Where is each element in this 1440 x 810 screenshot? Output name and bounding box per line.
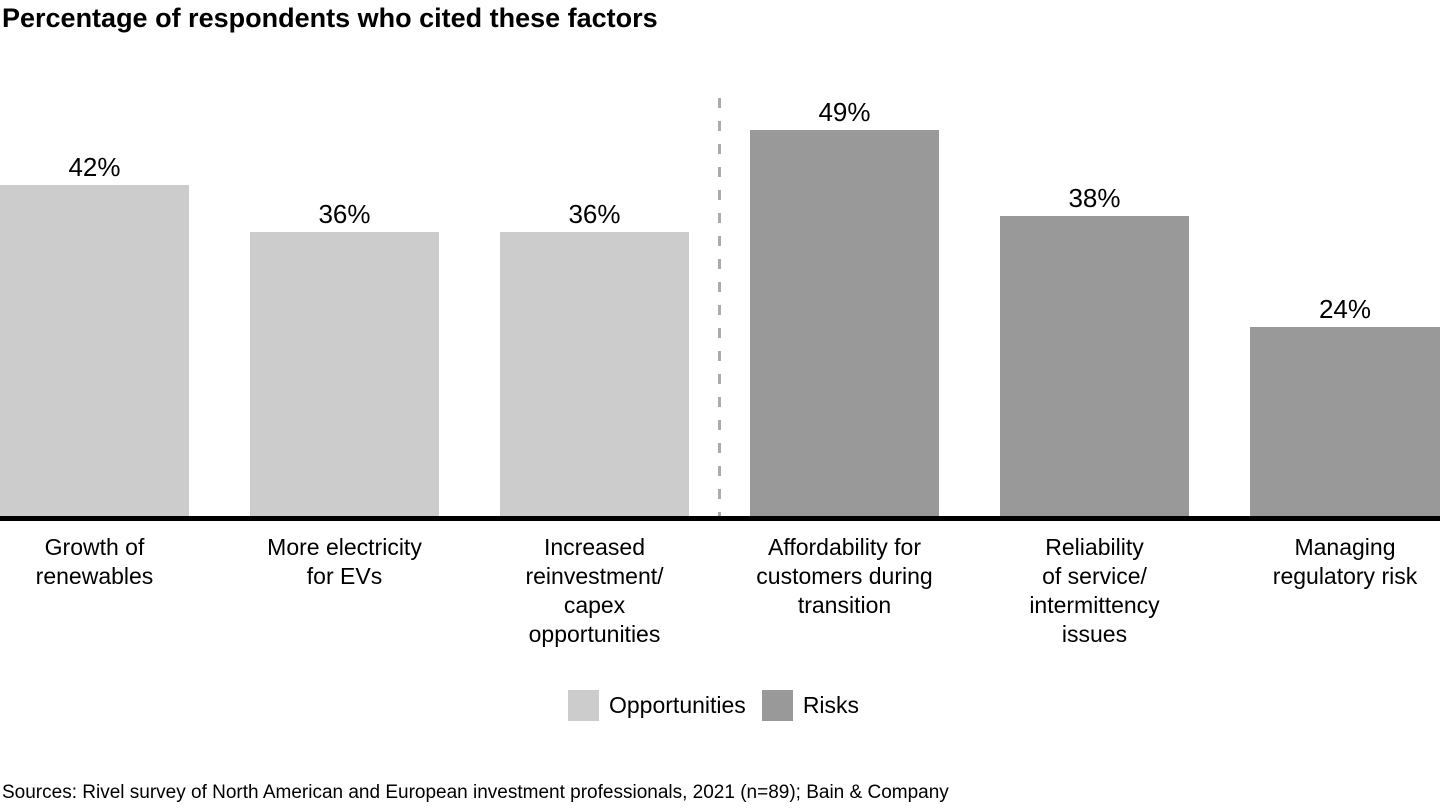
source-note: Sources: Rivel survey of North American … <box>2 782 949 803</box>
bar-managing-regulatory-risk <box>1250 327 1440 516</box>
category-label-growth-of-renewables: Growth of renewables <box>35 534 154 589</box>
legend-swatch-opportunities <box>568 690 599 721</box>
category-label-more-electricity-for-evs: More electricity for EVs <box>267 534 422 589</box>
legend: Opportunities Risks <box>568 690 859 721</box>
chart-title: Percentage of respondents who cited thes… <box>2 3 658 33</box>
legend-swatch-risks <box>761 690 793 721</box>
value-label-managing-regulatory-risk: 24% <box>1318 294 1372 324</box>
category-label-managing-regulatory-risk: Managing regulatory risk <box>1272 534 1418 589</box>
legend-item-opportunities: Opportunities <box>568 690 746 721</box>
value-label-more-electricity-for-evs: 36% <box>318 199 371 229</box>
category-label-affordability-for-customers-during: Affordability for customers during trans… <box>756 534 933 618</box>
bar-increased-reinvestment <box>500 232 689 516</box>
legend-label-risks: Risks <box>802 692 860 718</box>
category-label-reliability-of-service: Reliability of service/ intermittency is… <box>1029 534 1160 647</box>
value-label-reliability-of-service: 38% <box>1068 183 1121 213</box>
legend-label-opportunities: Opportunities <box>609 692 746 718</box>
bar-affordability-for-customers-during <box>750 130 939 516</box>
x-axis-line <box>0 516 1440 521</box>
bar-more-electricity-for-evs <box>250 232 439 516</box>
opportunities-risks-divider-dashed-line <box>718 98 721 516</box>
value-label-growth-of-renewables: 42% <box>68 152 121 182</box>
legend-item-risks: Risks <box>761 690 860 721</box>
category-label-increased-reinvestment: Increased reinvestment/ capex opportunit… <box>525 534 664 647</box>
bar-reliability-of-service <box>1000 216 1189 516</box>
value-label-increased-reinvestment: 36% <box>568 199 621 229</box>
value-label-affordability-for-customers-during: 49% <box>818 97 871 127</box>
bar-growth-of-renewables <box>0 185 189 516</box>
